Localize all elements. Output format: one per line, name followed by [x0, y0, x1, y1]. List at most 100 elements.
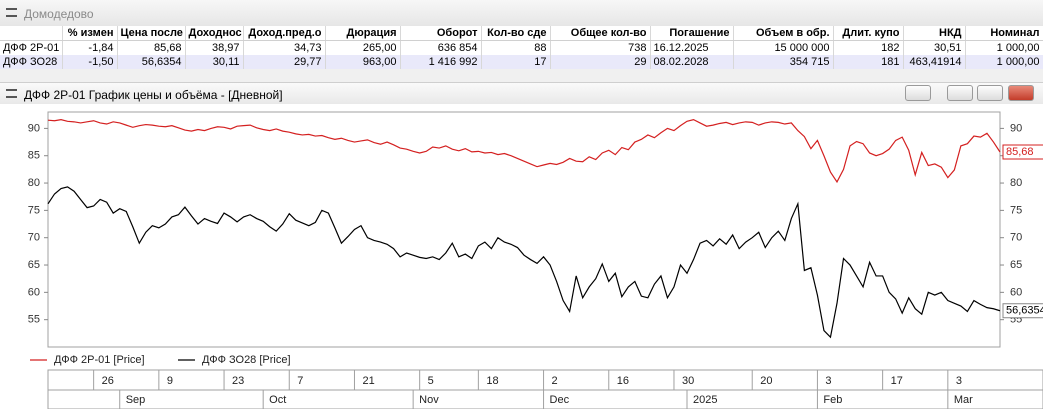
header-cell[interactable]: % измен [62, 26, 118, 41]
x-tick-label: 9 [167, 375, 173, 387]
table-cell: 636 854 [400, 40, 482, 55]
month-tick-label: Mar [954, 394, 973, 406]
chart-window-title-bar: ДФФ 2Р-01 График цены и объёма - [Дневно… [0, 82, 1043, 105]
x-tick-label: 30 [682, 375, 694, 387]
price-line [47, 119, 1001, 184]
y-tick-label: 65 [28, 259, 40, 271]
table-row[interactable]: ДФФ 2Р-01 -1,84 85,68 38,97 34,73 265,00 636 8… [0, 40, 1043, 55]
chart-background [0, 104, 1043, 409]
table-cell: 15 000 000 [733, 40, 834, 55]
header-cell[interactable]: Дюрация [325, 26, 401, 41]
table-cell: -1,84 [62, 40, 118, 55]
x-tick-label: 7 [297, 375, 303, 387]
table-cell: 1 416 992 [400, 55, 482, 69]
table-cell: 30,11 [185, 55, 244, 69]
table-cell: 34,73 [243, 40, 326, 55]
header-cell[interactable]: Доход.пред.о [243, 26, 326, 41]
table-cell: 29 [550, 55, 651, 69]
header-cell[interactable] [0, 26, 63, 41]
table-cell: 181 [833, 55, 904, 69]
x-tick-label: 17 [891, 375, 903, 387]
table-cell: 265,00 [325, 40, 401, 55]
y-tick-label: 70 [28, 232, 40, 244]
header-cell[interactable]: Длит. купо [833, 26, 904, 41]
y-tick-label-right: 70 [1010, 232, 1022, 244]
table-cell: 963,00 [325, 55, 401, 69]
table-cell: 56,6354 [117, 55, 186, 69]
y-tick-label: 75 [28, 204, 40, 216]
header-cell[interactable]: Номинал [965, 26, 1043, 41]
x-tick-label: 2 [552, 375, 558, 387]
x-tick-label: 21 [362, 375, 374, 387]
table-cell: 463,41914 [903, 55, 966, 69]
table-cell: ДФФ ЗО28 [0, 55, 63, 69]
window-title: Домодедово [24, 7, 94, 21]
legend-label: ДФФ ЗО28 [Price] [202, 354, 291, 366]
y-tick-label: 60 [28, 286, 40, 298]
last-value-label: 56,6354 [1006, 305, 1043, 317]
y-tick-label-right: 60 [1010, 286, 1022, 298]
table-cell: 08.02.2028 [650, 55, 734, 69]
maximize-button[interactable] [977, 85, 1003, 101]
month-tick-label: Sep [126, 394, 146, 406]
table-cell: 38,97 [185, 40, 244, 55]
x-tick-label: 3 [825, 375, 831, 387]
table-cell: 17 [481, 55, 551, 69]
table-cell: -1,50 [62, 55, 118, 69]
window-title-bar: Домодедово [0, 0, 1043, 27]
table-cell: 16.12.2025 [650, 40, 734, 55]
last-value-box [1002, 303, 1043, 319]
table-row[interactable]: ДФФ ЗО28 -1,50 56,6354 30,11 29,77 963,00 1 41… [0, 55, 1043, 69]
price-line [47, 186, 1001, 339]
x-tick-label: 16 [617, 375, 629, 387]
chart: 5555606065657070757580808585909026923721… [0, 104, 1043, 409]
legend-label: ДФФ 2Р-01 [Price] [54, 354, 145, 366]
table-cell: 1 000,00 [965, 40, 1043, 55]
y-tick-label-right: 75 [1010, 204, 1022, 216]
chart-window-icon [6, 89, 17, 98]
month-tick-label: 2025 [693, 394, 717, 406]
last-value-box [1002, 144, 1043, 160]
y-tick-label-right: 65 [1010, 259, 1022, 271]
pin-button[interactable] [905, 85, 931, 101]
x-tick-label: 20 [760, 375, 772, 387]
x-tick-label: 26 [102, 375, 114, 387]
y-tick-label-right: 80 [1010, 177, 1022, 189]
x-tick-label: 5 [428, 375, 434, 387]
header-cell[interactable]: Объем в обр. [733, 26, 834, 41]
header-cell[interactable]: НКД [903, 26, 966, 41]
chart-window-title: ДФФ 2Р-01 График цены и объёма - [Дневно… [24, 88, 283, 102]
header-cell[interactable]: Общее кол-во [550, 26, 651, 41]
x-tick-label: 23 [232, 375, 244, 387]
header-cell[interactable]: Кол-во сде [481, 26, 551, 41]
table-cell: 88 [481, 40, 551, 55]
last-value-label: 85,68 [1006, 146, 1034, 158]
table-cell: 738 [550, 40, 651, 55]
table-cell: 85,68 [117, 40, 186, 55]
month-tick-label: Oct [269, 394, 286, 406]
y-tick-label: 85 [28, 150, 40, 162]
table-cell: 1 000,00 [965, 55, 1043, 69]
y-tick-label: 80 [28, 177, 40, 189]
table-cell: 30,51 [903, 40, 966, 55]
table-cell: 354 715 [733, 55, 834, 69]
header-cell[interactable]: Цена после [117, 26, 186, 41]
minimize-button[interactable] [947, 85, 973, 101]
month-tick-label: Dec [550, 394, 570, 406]
quotes-table: % измен Цена после Доходнос Доход.пред.о Дюр… [0, 26, 1043, 69]
table-cell: 182 [833, 40, 904, 55]
y-tick-label-right: 90 [1010, 122, 1022, 134]
header-cell[interactable]: Оборот [400, 26, 482, 41]
y-tick-label: 55 [28, 314, 40, 326]
header-cell[interactable]: Погашение [650, 26, 734, 41]
x-tick-label: 3 [956, 375, 962, 387]
header-cell[interactable]: Доходнос [185, 26, 244, 41]
table-cell: ДФФ 2Р-01 [0, 40, 63, 55]
y-tick-label: 90 [28, 122, 40, 134]
month-tick-label: Feb [823, 394, 842, 406]
close-button[interactable] [1008, 85, 1034, 101]
table-cell: 29,77 [243, 55, 326, 69]
month-tick-label: Nov [419, 394, 439, 406]
window-icon [6, 8, 17, 17]
